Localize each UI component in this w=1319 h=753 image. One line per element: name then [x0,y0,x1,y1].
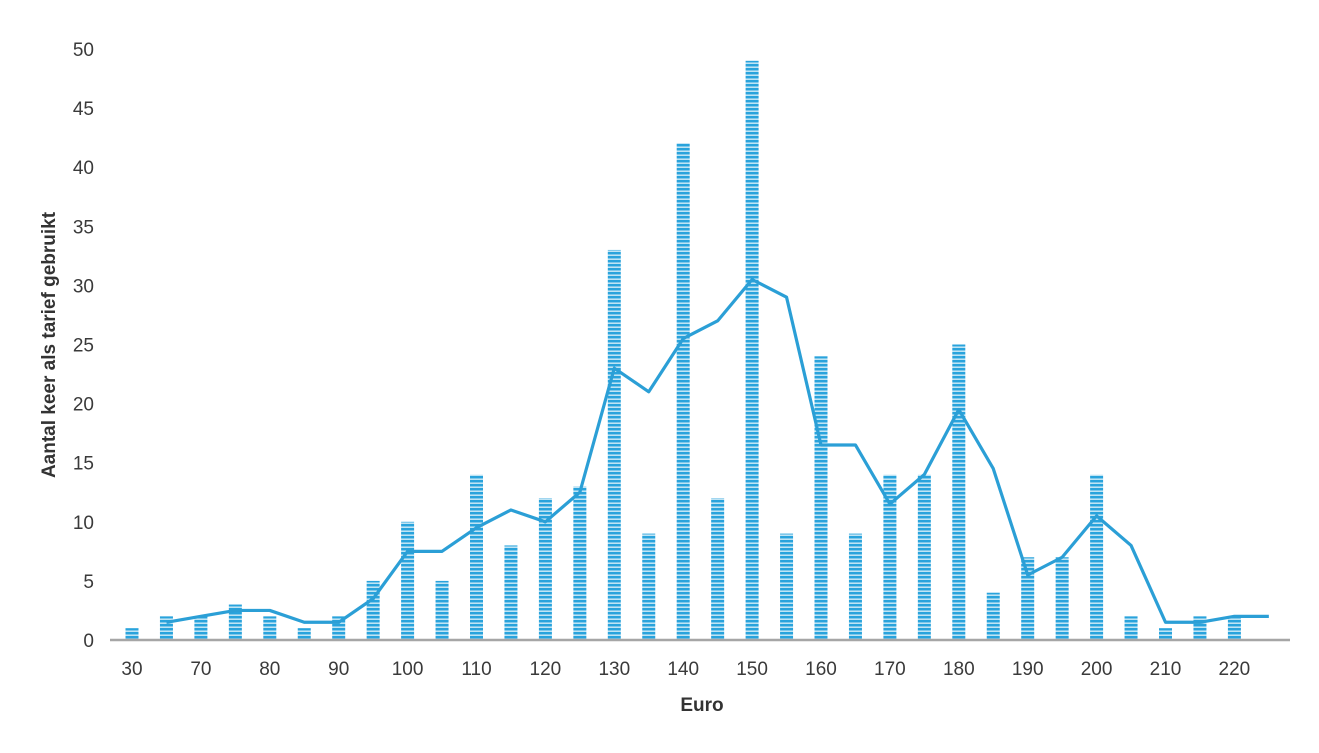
x-tick-label: 100 [392,659,424,680]
bar [1159,628,1172,640]
x-axis: 30 70 80 90 100 110 120 130 140 150 160 170 180 190 20… [110,638,1290,680]
x-axis-title: Euro [680,695,723,716]
bar [780,533,794,640]
x-tick-label: 170 [874,659,906,680]
y-tick-label: 25 [73,336,94,357]
y-tick-label: 45 [73,99,94,120]
bar [470,474,483,640]
bar [401,521,415,640]
bar [848,533,862,640]
y-tick-label: 50 [73,40,94,61]
y-axis: 0 5 10 15 20 25 30 35 40 45 50 [73,40,94,652]
bar [504,545,518,640]
bar [1021,557,1035,640]
x-tick-label: 190 [1012,659,1044,680]
bar [642,533,656,640]
y-axis-title: Aantal keer als tarief gebruikt [39,211,60,478]
bar [607,249,621,640]
y-tick-label: 15 [73,454,94,475]
bar [1090,474,1104,640]
y-tick-label: 20 [73,395,94,416]
x-tick-label: 90 [328,659,349,680]
bar [263,616,277,640]
bar [538,498,552,640]
bar [814,356,828,640]
x-tick-label: 110 [461,659,491,680]
bar [917,474,931,640]
x-tick-label: 30 [121,659,142,680]
bar [1227,616,1241,640]
trend-line [166,277,1269,624]
bar [676,143,690,640]
x-tick-label: 220 [1219,659,1251,680]
bar [125,628,139,640]
bar [297,628,311,640]
y-tick-label: 40 [73,158,94,179]
x-tick-label: 120 [530,659,562,680]
trend-line-group [166,277,1269,624]
x-tick-label: 160 [805,659,837,680]
bar [1124,616,1138,640]
y-tick-label: 5 [83,572,94,593]
bar [986,592,1000,640]
bars [125,60,1241,640]
x-tick-label: 70 [190,659,211,680]
x-tick-label: 180 [943,659,975,680]
x-tick-label: 210 [1150,659,1182,680]
bar [745,60,759,640]
y-tick-label: 35 [73,217,94,238]
x-tick-label: 130 [598,659,630,680]
y-tick-label: 30 [73,276,94,297]
y-tick-label: 0 [83,631,94,652]
x-tick-label: 200 [1081,659,1113,680]
bar [194,616,208,640]
bar [1055,557,1069,640]
y-tick-label: 10 [73,513,94,534]
x-tick-label: 150 [736,659,768,680]
x-tick-label: 80 [259,659,280,680]
bar [228,604,242,640]
bar [952,344,966,640]
bar [435,580,449,640]
bar [573,486,587,640]
bar [883,474,897,640]
x-tick-label: 140 [667,659,699,680]
bar [711,498,725,640]
